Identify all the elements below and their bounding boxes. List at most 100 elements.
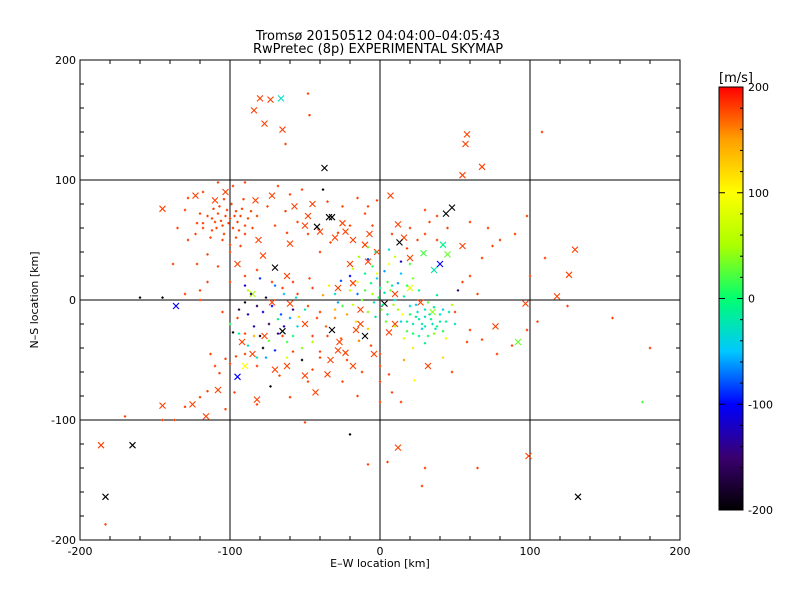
point-dot <box>426 334 430 338</box>
point-cross <box>346 260 354 268</box>
x-tick-label: 200 <box>670 545 691 558</box>
point-cross <box>192 192 199 199</box>
point-cross <box>391 290 399 298</box>
point-dot <box>438 313 442 316</box>
point-dot <box>239 244 242 248</box>
point-cross <box>342 349 349 357</box>
point-cross <box>492 323 499 330</box>
point-cross <box>417 299 424 306</box>
point-dot <box>201 190 205 194</box>
point-dot <box>246 344 250 347</box>
point-cross <box>373 248 381 256</box>
point-cross <box>214 386 222 394</box>
point-dot <box>252 334 256 338</box>
point-dot <box>387 373 391 376</box>
colorbar: [m/s] 200 100 0 -100 -200 <box>718 71 773 517</box>
point-dot <box>441 356 445 359</box>
point-cross <box>250 107 258 114</box>
y-tick-label: 100 <box>55 174 76 187</box>
colorbar-tick-label: 200 <box>748 81 769 94</box>
point-dot <box>243 352 247 356</box>
point-dot <box>324 325 328 328</box>
point-dot <box>285 231 289 234</box>
point-dot <box>306 304 310 308</box>
point-dot <box>243 232 247 236</box>
point-dot <box>371 265 374 268</box>
point-cross <box>349 279 357 287</box>
point-dot <box>392 303 395 306</box>
point-dot <box>236 220 239 224</box>
point-dot <box>333 316 337 320</box>
point-dot <box>221 224 224 227</box>
x-axis-label: E–W location [km] <box>330 557 430 570</box>
point-dot <box>306 380 310 383</box>
data-points <box>97 92 652 526</box>
point-dot <box>416 238 419 242</box>
point-dot <box>327 284 331 287</box>
point-dot <box>201 222 205 225</box>
y-tick-label: 200 <box>55 54 76 67</box>
point-dot <box>641 400 644 404</box>
point-dot <box>435 214 439 218</box>
point-cross <box>522 300 529 307</box>
point-dot <box>363 272 367 275</box>
point-dot <box>428 313 431 316</box>
point-dot <box>288 316 292 320</box>
point-cross <box>309 200 316 208</box>
point-cross <box>325 213 333 221</box>
point-dot <box>444 320 448 323</box>
point-dot <box>269 385 272 388</box>
point-dot <box>215 226 218 230</box>
point-dot <box>333 308 337 311</box>
point-dot <box>228 250 232 254</box>
point-dot <box>402 337 406 340</box>
x-tick-label: -100 <box>218 545 243 558</box>
point-cross <box>291 203 298 210</box>
point-dot <box>378 352 382 356</box>
point-cross <box>159 205 166 213</box>
point-dot <box>366 258 370 261</box>
point-dot <box>228 322 232 326</box>
point-cross <box>406 254 414 262</box>
point-dot <box>243 274 247 278</box>
point-dot <box>173 418 176 422</box>
point-dot <box>390 391 394 394</box>
point-dot <box>206 214 209 218</box>
point-dot <box>251 226 254 230</box>
point-dot <box>186 196 190 200</box>
point-dot <box>441 308 445 311</box>
point-dot <box>237 229 241 232</box>
point-dot <box>242 198 245 201</box>
point-dot <box>311 334 314 338</box>
point-cross <box>102 493 109 501</box>
point-dot <box>387 248 391 251</box>
point-dot <box>389 289 392 292</box>
point-cross <box>129 441 136 449</box>
point-dot <box>417 289 421 292</box>
point-dot <box>369 282 373 285</box>
point-cross <box>304 212 312 220</box>
point-dot <box>222 232 226 236</box>
point-dot <box>408 304 412 308</box>
point-cross <box>172 302 180 310</box>
point-dot <box>198 298 202 302</box>
point-dot <box>206 280 209 284</box>
point-dot <box>243 332 247 335</box>
colorbar-tick-label: -100 <box>748 398 773 411</box>
point-dot <box>252 325 256 328</box>
point-dot <box>417 334 421 338</box>
point-cross <box>370 350 378 358</box>
point-dot <box>393 298 397 302</box>
point-dot <box>216 181 220 184</box>
point-dot <box>318 356 322 359</box>
point-dot <box>228 243 232 246</box>
point-dot <box>318 350 322 353</box>
point-dot <box>228 280 232 284</box>
point-cross <box>189 401 196 408</box>
point-dot <box>468 220 472 224</box>
point-dot <box>405 320 409 323</box>
point-dot <box>444 337 448 340</box>
point-dot <box>345 358 349 362</box>
point-dot <box>435 238 439 242</box>
